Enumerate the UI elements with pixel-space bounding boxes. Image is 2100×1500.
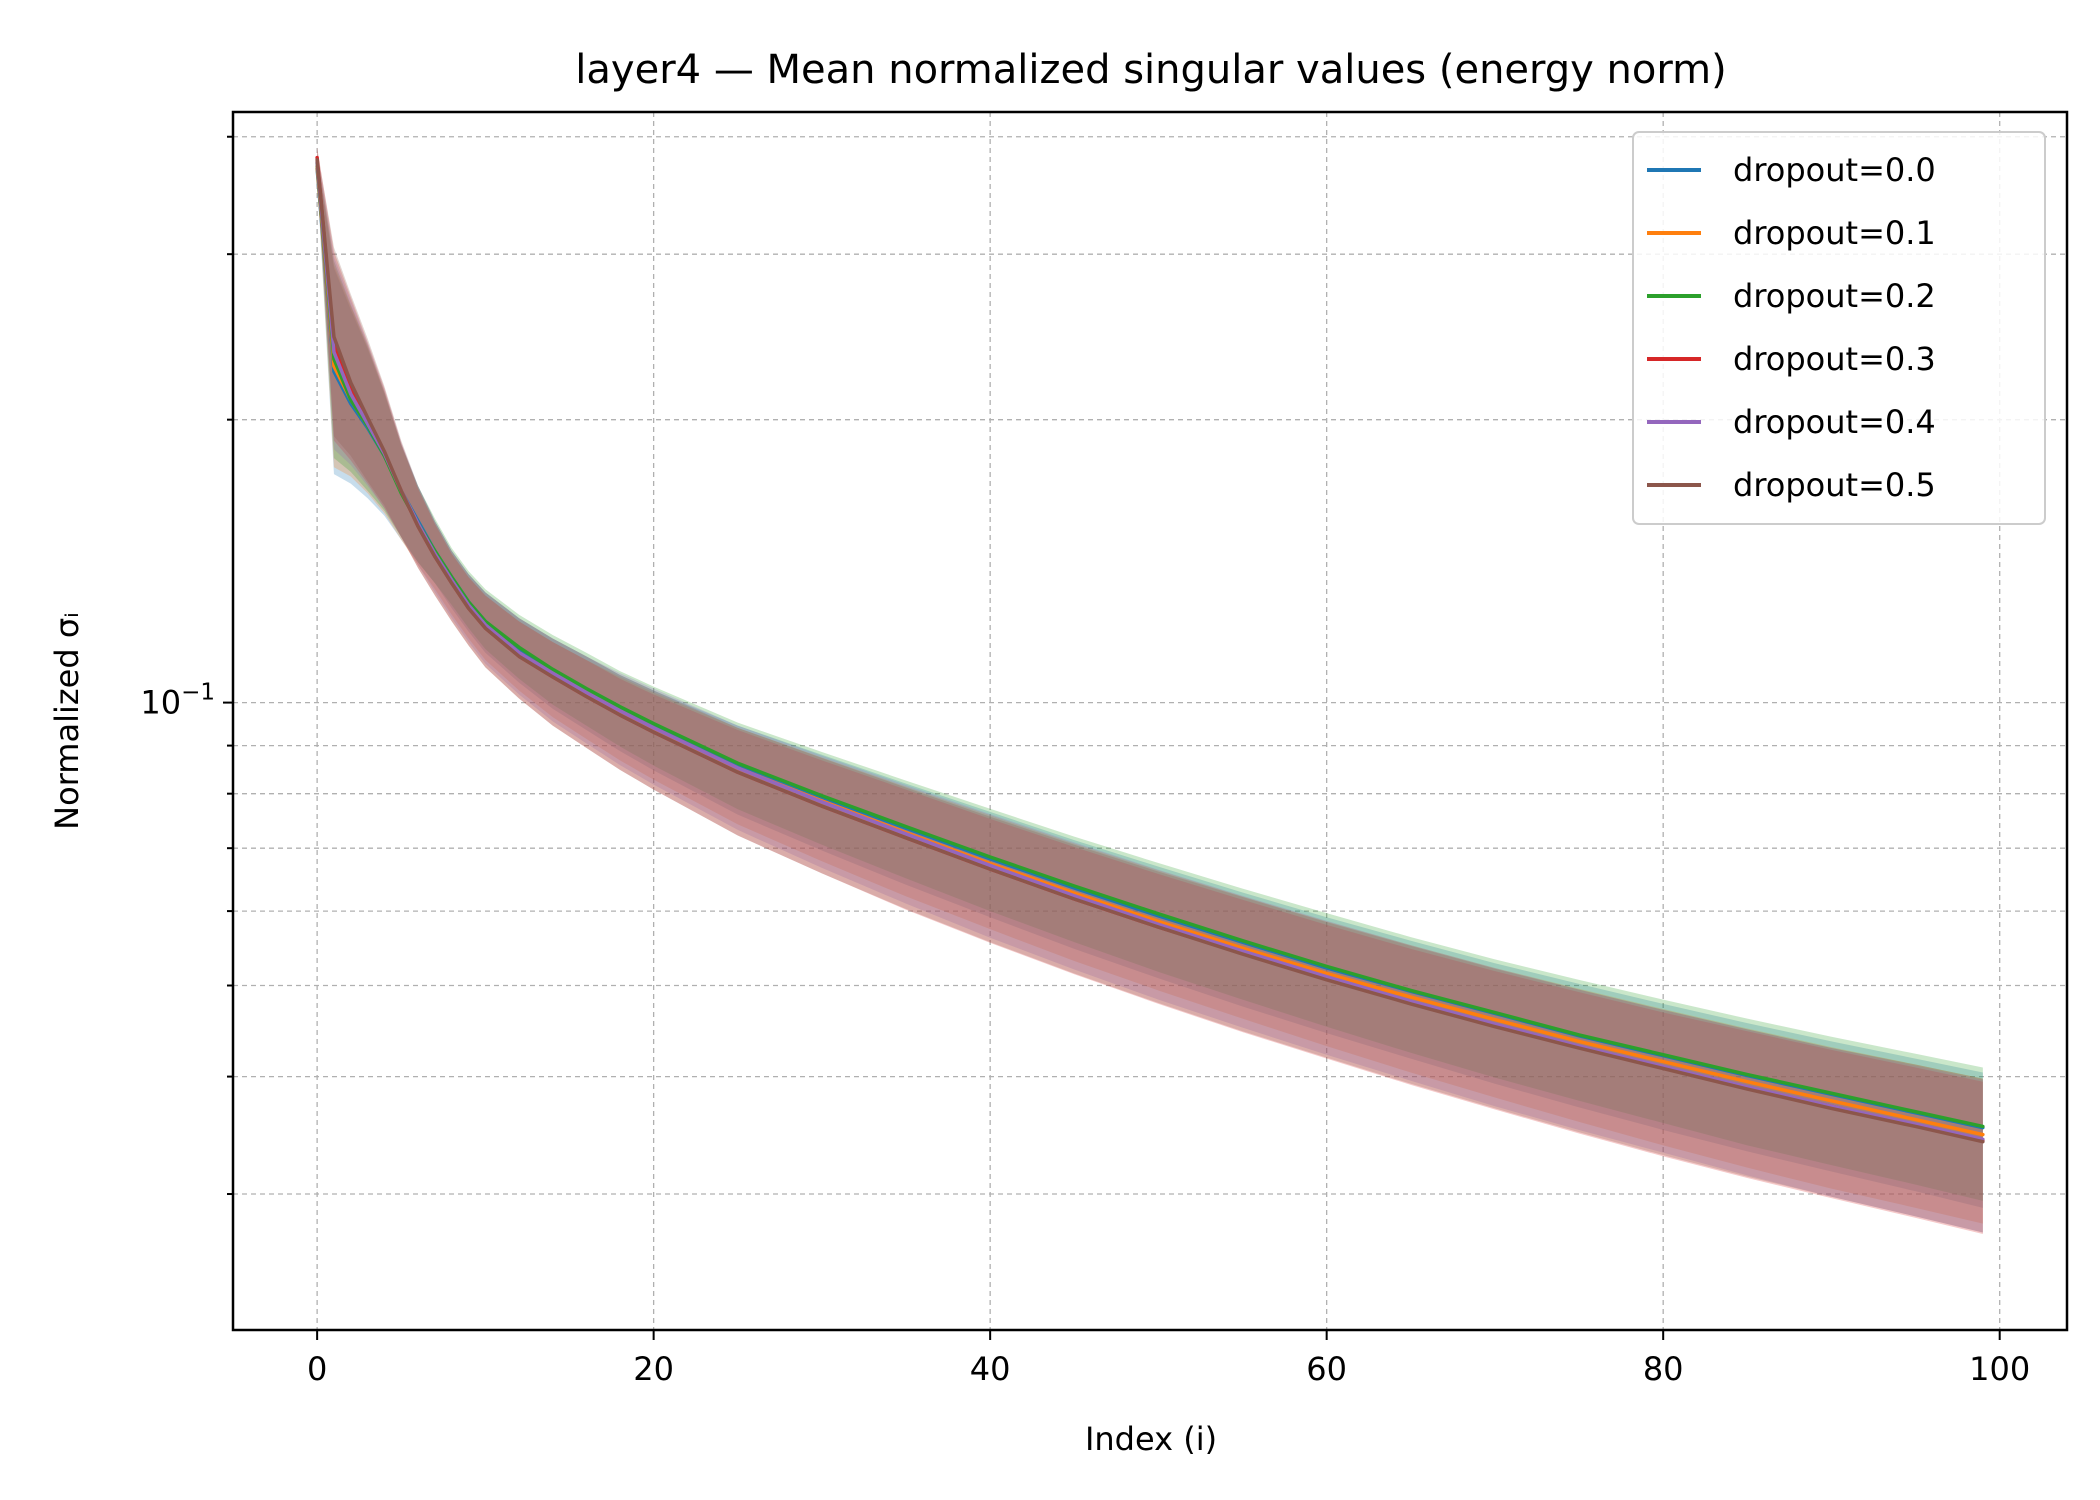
legend-label: dropout=0.5 [1733, 466, 1936, 504]
x-tick-label: 100 [1969, 1350, 2030, 1388]
series-lines [315, 155, 1985, 1144]
x-tick-label: 20 [633, 1350, 674, 1388]
x-tick-label: 60 [1306, 1350, 1347, 1388]
legend-label: dropout=0.1 [1733, 214, 1936, 252]
chart-title: layer4 — Mean normalized singular values… [575, 47, 1726, 93]
line-series-5 [315, 158, 1985, 1144]
band-series-1 [317, 155, 1983, 1224]
axis-ticks: 0 20 40 60 80 100 10−1 [140, 135, 2030, 1388]
x-tick-label: 0 [307, 1350, 327, 1388]
legend-label: dropout=0.3 [1733, 340, 1936, 378]
band-series-3 [317, 147, 1983, 1235]
y-major-tick-label: 10−1 [140, 680, 215, 722]
legend-box [1632, 131, 2046, 525]
band-series-4 [317, 151, 1983, 1233]
x-tick-label: 40 [970, 1350, 1011, 1388]
x-tick-label: 80 [1643, 1350, 1684, 1388]
x-axis-label: Index (i) [1085, 1420, 1217, 1458]
legend-label: dropout=0.4 [1733, 403, 1936, 441]
legend-label: dropout=0.0 [1733, 151, 1936, 189]
legend-label: dropout=0.2 [1733, 277, 1936, 315]
band-series-5 [317, 149, 1983, 1233]
y-axis-label: Normalized σᵢ [48, 612, 86, 830]
plot-frame [231, 110, 2069, 1332]
legend: dropout=0.0 dropout=0.1 dropout=0.2 dropout… [1632, 131, 2046, 525]
